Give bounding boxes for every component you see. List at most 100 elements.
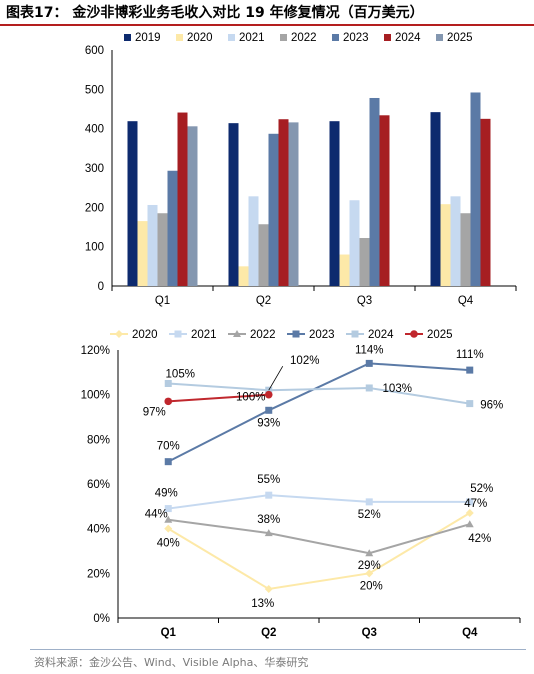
y-tick-label: 200: [85, 202, 104, 214]
data-label-2021-Q3: 52%: [358, 509, 381, 521]
legend-label-2024: 2024: [368, 329, 394, 341]
source-note: 资料来源：金沙公告、Wind、Visible Alpha、华泰研究: [34, 656, 309, 669]
y-tick-label: 600: [85, 45, 104, 57]
bar-2025-Q1: [187, 126, 198, 286]
marker-2023-Q2: [265, 406, 273, 414]
data-label-2022-Q3: 29%: [358, 560, 381, 572]
y-tick-label: 60%: [87, 479, 110, 491]
legend-label-2025: 2025: [427, 329, 453, 341]
marker-2021-Q2: [265, 491, 273, 499]
data-label-2021-Q1: 49%: [155, 488, 178, 500]
series-line-2024: [168, 382, 470, 405]
y-tick-label: 500: [85, 84, 104, 96]
y-tick-label: 0%: [93, 613, 110, 625]
bar-2020-Q1: [137, 221, 148, 286]
bar-2024-Q2: [278, 119, 289, 286]
x-tick-label: Q3: [362, 627, 377, 639]
legend-label-2022: 2022: [291, 32, 317, 44]
bar-2019-Q3: [329, 121, 340, 287]
bar-2019-Q1: [127, 121, 138, 287]
legend-label-2021: 2021: [239, 32, 265, 44]
legend-label-2025: 2025: [447, 32, 473, 44]
legend-swatch-2023: [332, 34, 339, 41]
bar-2024-Q4: [480, 118, 491, 286]
label-leader-line: [268, 365, 284, 391]
legend-label-2019: 2019: [135, 32, 161, 44]
marker-2024-Q1: [164, 380, 172, 387]
marker-2021-Q3: [365, 498, 373, 506]
data-label-2020-Q1: 40%: [157, 538, 180, 550]
marker-2023-Q1: [164, 458, 172, 466]
series-line-2025: [168, 393, 269, 403]
y-tick-label: 0: [98, 281, 104, 293]
y-tick-label: 40%: [87, 524, 110, 536]
data-label-2023-Q3: 114%: [355, 344, 384, 356]
y-tick-label: 20%: [87, 568, 110, 580]
bar-2021-Q1: [147, 204, 158, 286]
data-label-2020-Q2: 13%: [251, 598, 274, 610]
marker-2021-Q1: [164, 505, 172, 513]
y-tick-label: 100%: [81, 390, 110, 402]
y-tick-label: 80%: [87, 434, 110, 446]
bar-chart: 0 100 200 300 400 500 600 Q1 Q2 Q3 Q4 2019 2020 2021 2…: [85, 32, 517, 307]
legend-marker-2022: [233, 330, 241, 337]
data-label-2023-Q2: 93%: [257, 417, 280, 429]
legend-marker-2021: [174, 330, 182, 338]
marker-2023-Q3: [365, 359, 373, 367]
legend-label-2023: 2023: [343, 32, 369, 44]
legend-swatch-2019: [124, 34, 131, 41]
x-tick-label: Q1: [155, 295, 170, 307]
bar-2020-Q2: [238, 266, 249, 286]
data-label-2023-Q4: 111%: [456, 349, 484, 361]
legend-label-2020: 2020: [187, 32, 213, 44]
data-label-2022-Q1: 44%: [145, 509, 168, 521]
marker-2020-Q2: [264, 584, 273, 593]
x-tick-label: Q1: [161, 627, 177, 639]
marker-2025-Q2: [264, 390, 273, 399]
bar-2023-Q3: [369, 97, 380, 286]
legend-marker-2025: [410, 330, 418, 338]
bar-2023-Q4: [470, 92, 481, 286]
bar-2022-Q3: [359, 238, 370, 286]
data-label-2024-Q3: 103%: [383, 383, 412, 395]
bar-2023-Q2: [268, 133, 279, 286]
data-label-2022-Q2: 38%: [257, 514, 280, 526]
x-tick-label: Q2: [261, 627, 276, 639]
legend-marker-2024: [351, 330, 359, 338]
legend-label-2024: 2024: [395, 32, 421, 44]
legend-label-2020: 2020: [132, 329, 158, 341]
legend-label-2023: 2023: [309, 329, 335, 341]
line-chart: 0% 20% 40% 60% 80% 100% 120% Q1 Q2 Q3 Q4 40% 13% 20% 4…: [81, 329, 521, 639]
y-tick-label: 400: [85, 124, 104, 136]
y-tick-label: 120%: [81, 345, 110, 357]
series-line-2021: [168, 494, 470, 510]
bar-2022-Q4: [460, 213, 471, 286]
data-label-2024-Q4: 96%: [480, 400, 503, 412]
x-tick-label: Q4: [458, 295, 474, 307]
data-label-2020-Q3: 20%: [360, 580, 383, 592]
legend-marker-2023: [292, 330, 300, 338]
title-divider: [0, 24, 534, 26]
marker-2024-Q4: [466, 400, 474, 408]
marker-2022-Q1: [164, 515, 173, 523]
marker-2023-Q4: [466, 366, 474, 374]
legend-label-2022: 2022: [250, 329, 276, 341]
bar-2021-Q2: [248, 196, 259, 286]
data-label-2021-Q2: 55%: [257, 474, 280, 486]
series-line-2023: [167, 362, 470, 463]
series-line-2022: [168, 518, 471, 555]
marker-2022-Q3: [365, 549, 374, 557]
legend-swatch-2022: [280, 34, 287, 41]
data-label-2020-Q4: 47%: [464, 498, 487, 510]
bar-2022-Q2: [258, 224, 269, 286]
marker-2020-Q1: [164, 524, 173, 533]
data-label-2022-Q4: 42%: [468, 533, 491, 545]
marker-2024-Q2: [265, 386, 273, 394]
bar-2024-Q1: [177, 112, 188, 286]
y-tick-label: 300: [85, 163, 104, 175]
y-tick-label: 100: [85, 242, 104, 254]
legend-swatch-2025: [436, 34, 443, 41]
x-tick-label: Q2: [256, 295, 271, 307]
bar-2021-Q4: [450, 196, 461, 286]
series-line-2020: [167, 512, 471, 591]
